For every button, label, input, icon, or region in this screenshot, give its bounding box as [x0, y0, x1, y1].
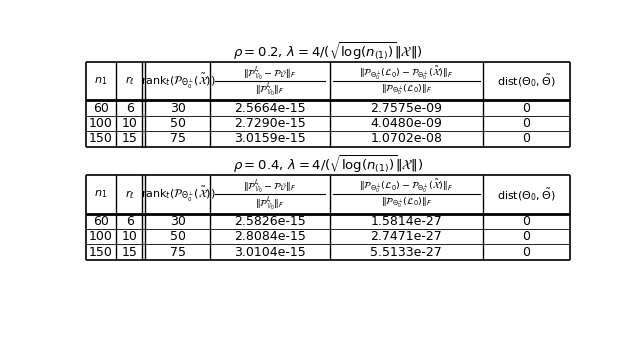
Text: $r_\ell$: $r_\ell$: [125, 188, 134, 201]
Text: $\|\mathcal{P}_{\dot{\mathcal{V}}_0}^{L}\|_F$: $\|\mathcal{P}_{\dot{\mathcal{V}}_0}^{L}…: [255, 194, 285, 212]
Text: $\mathrm{dist}(\Theta_0,\tilde{\Theta})$: $\mathrm{dist}(\Theta_0,\tilde{\Theta})$: [497, 186, 556, 202]
Text: 6: 6: [125, 102, 134, 115]
Text: 100: 100: [89, 230, 113, 243]
Text: $\rho = 0.2,\, \lambda = 4/(\sqrt{\log(n_{(1)})}\|\mathcal{X}\|)$: $\rho = 0.2,\, \lambda = 4/(\sqrt{\log(n…: [233, 41, 423, 63]
Text: 30: 30: [170, 215, 186, 228]
Text: $\|\mathcal{P}_{\Theta_0^\perp}(\mathcal{L}_0)\|_F$: $\|\mathcal{P}_{\Theta_0^\perp}(\mathcal…: [381, 82, 432, 97]
Text: 150: 150: [89, 246, 113, 259]
Text: 3.0104e-15: 3.0104e-15: [234, 246, 306, 259]
Text: 15: 15: [122, 132, 138, 145]
Text: 10: 10: [122, 117, 138, 130]
Text: 0: 0: [522, 102, 531, 115]
Text: 2.7575e-09: 2.7575e-09: [371, 102, 442, 115]
Text: 15: 15: [122, 246, 138, 259]
Text: $n_1$: $n_1$: [94, 188, 108, 200]
Text: 75: 75: [170, 246, 186, 259]
Text: 10: 10: [122, 230, 138, 243]
Text: 30: 30: [170, 102, 186, 115]
Text: 0: 0: [522, 117, 531, 130]
Text: $\|\mathcal{P}_{\Theta_0^\perp}(\mathcal{L}_0)-\mathcal{P}_{\Theta_0^\perp}(\til: $\|\mathcal{P}_{\Theta_0^\perp}(\mathcal…: [359, 178, 453, 195]
Text: $\mathrm{dist}(\Theta_0,\tilde{\Theta})$: $\mathrm{dist}(\Theta_0,\tilde{\Theta})$: [497, 73, 556, 90]
Text: $\|\mathcal{P}_{\Theta_0^\perp}(\mathcal{L}_0)\|_F$: $\|\mathcal{P}_{\Theta_0^\perp}(\mathcal…: [381, 196, 432, 210]
Text: $\mathrm{rank}_t(\mathcal{P}_{\Theta_0^\perp}(\tilde{\mathcal{X}}))$: $\mathrm{rank}_t(\mathcal{P}_{\Theta_0^\…: [141, 71, 216, 91]
Text: 0: 0: [522, 230, 531, 243]
Text: 3.0159e-15: 3.0159e-15: [234, 132, 306, 145]
Text: $\rho = 0.4,\, \lambda = 4/(\sqrt{\log(n_{(1)})}\|\mathcal{X}\|)$: $\rho = 0.4,\, \lambda = 4/(\sqrt{\log(n…: [233, 154, 423, 176]
Text: $\|\mathcal{P}_{\dot{\mathcal{V}}_0}^{L}-\mathcal{P}_{\tilde{\mathcal{U}}}\|_F$: $\|\mathcal{P}_{\dot{\mathcal{V}}_0}^{L}…: [243, 178, 296, 195]
Text: 150: 150: [89, 132, 113, 145]
Text: 6: 6: [125, 215, 134, 228]
Text: $r_\ell$: $r_\ell$: [125, 75, 134, 88]
Text: $\|\mathcal{P}_{\Theta_0^\perp}(\mathcal{L}_0)-\mathcal{P}_{\Theta_0^\perp}(\til: $\|\mathcal{P}_{\Theta_0^\perp}(\mathcal…: [359, 65, 453, 82]
Text: 2.5826e-15: 2.5826e-15: [234, 215, 306, 228]
Text: 1.0702e-08: 1.0702e-08: [371, 132, 442, 145]
Text: $\|\mathcal{P}_{\dot{\mathcal{V}}_0}^{L}-\mathcal{P}_{\tilde{\mathcal{U}}}\|_F$: $\|\mathcal{P}_{\dot{\mathcal{V}}_0}^{L}…: [243, 65, 296, 82]
Text: 2.7290e-15: 2.7290e-15: [234, 117, 306, 130]
Text: 50: 50: [170, 230, 186, 243]
Text: $\mathrm{rank}_t(\mathcal{P}_{\Theta_0^\perp}(\tilde{\mathcal{X}}))$: $\mathrm{rank}_t(\mathcal{P}_{\Theta_0^\…: [141, 185, 216, 204]
Text: 60: 60: [93, 102, 109, 115]
Text: 5.5133e-27: 5.5133e-27: [371, 246, 442, 259]
Text: 75: 75: [170, 132, 186, 145]
Text: $n_1$: $n_1$: [94, 75, 108, 87]
Text: 2.7471e-27: 2.7471e-27: [371, 230, 442, 243]
Text: 0: 0: [522, 215, 531, 228]
Text: 0: 0: [522, 132, 531, 145]
Text: 0: 0: [522, 246, 531, 259]
Text: 4.0480e-09: 4.0480e-09: [371, 117, 442, 130]
Text: 60: 60: [93, 215, 109, 228]
Text: 2.8084e-15: 2.8084e-15: [234, 230, 306, 243]
Text: 2.5664e-15: 2.5664e-15: [234, 102, 306, 115]
Text: 50: 50: [170, 117, 186, 130]
Text: 1.5814e-27: 1.5814e-27: [371, 215, 442, 228]
Text: 100: 100: [89, 117, 113, 130]
Text: $\|\mathcal{P}_{\dot{\mathcal{V}}_0}^{L}\|_F$: $\|\mathcal{P}_{\dot{\mathcal{V}}_0}^{L}…: [255, 81, 285, 98]
